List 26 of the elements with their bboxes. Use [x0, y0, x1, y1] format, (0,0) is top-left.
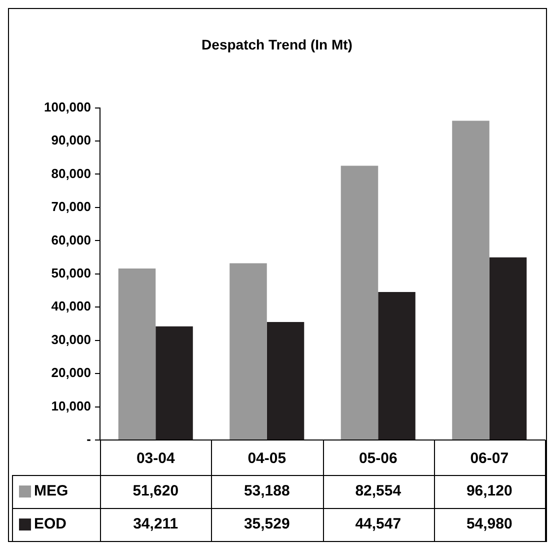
- y-tick-label: 40,000: [51, 298, 91, 314]
- data-label: 35,529: [244, 516, 290, 533]
- data-label: 53,188: [244, 482, 290, 500]
- y-tick-label: -: [86, 432, 91, 447]
- x-tick-label: 03-04: [136, 450, 176, 468]
- y-tick-label: 10,000: [51, 398, 91, 414]
- data-label: 51,620: [132, 482, 179, 500]
- x-tick-label: 06-07: [470, 450, 509, 468]
- y-tick-label: 20,000: [51, 365, 91, 380]
- data-label: 44,547: [355, 516, 402, 533]
- data-label: 34,211: [133, 516, 178, 533]
- y-tick-label: 80,000: [51, 166, 91, 181]
- legend-label: MEG: [34, 482, 68, 500]
- chart-title: Despatch Trend (In Mt): [202, 36, 352, 52]
- y-tick-label: 60,000: [51, 232, 91, 248]
- legend-label: EOD: [34, 516, 67, 533]
- x-tick-label: 04-05: [248, 450, 286, 468]
- y-tick-label: 100,000: [44, 99, 91, 114]
- data-label: 82,554: [355, 482, 402, 500]
- x-tick-label: 05-06: [358, 450, 398, 468]
- y-tick-label: 90,000: [51, 132, 91, 148]
- data-label: 54,980: [466, 516, 512, 533]
- data-label: 96,120: [466, 482, 512, 500]
- y-tick-label: 50,000: [51, 265, 91, 280]
- y-tick-label: 70,000: [51, 199, 91, 214]
- y-tick-label: 30,000: [51, 332, 91, 347]
